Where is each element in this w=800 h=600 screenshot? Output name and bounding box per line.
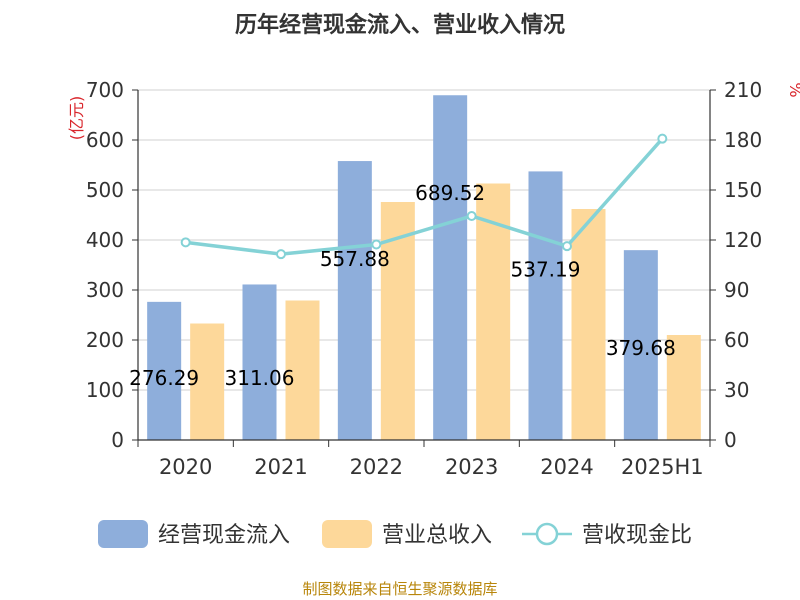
right-axis-tick-label: 210 [724,78,762,102]
data-label: 311.06 [225,366,295,390]
right-axis-tick-label: 30 [724,378,749,402]
data-label: 379.68 [606,336,676,360]
legend-swatch [98,520,148,548]
cash-inflow-bar [242,284,277,440]
cash-inflow-bar [623,250,658,440]
x-axis-category-label: 2023 [445,455,498,479]
ratio-point [276,249,286,260]
axes-group: 0 100 200 300 400 500 600 700 0 30 60 90 120 150 180 21… [86,78,762,479]
right-axis-tick-label: 120 [724,228,762,252]
source-note: 制图数据来自恒生聚源数据库 [302,580,497,598]
data-label: 689.52 [415,181,485,205]
right-axis-tick-label: 90 [724,278,749,302]
legend-swatch [322,520,372,548]
left-axis-tick-label: 400 [86,228,124,252]
cash-inflow-bar [147,301,182,440]
chart-title: 历年经营现金流入、营业收入情况 [235,12,565,38]
ratio-point [180,237,191,248]
right-axis-tick-label: 180 [724,128,762,152]
ratio-point [562,241,572,252]
ratio-line-group [180,133,668,260]
cash-inflow-bar [528,171,563,440]
cash-inflow-bar [337,161,372,440]
right-axis-tick-label: 60 [724,328,749,352]
revenue-bar [190,323,225,440]
x-axis-category-label: 2022 [350,455,403,479]
left-axis-tick-label: 600 [86,128,124,152]
x-axis-category-label: 2024 [540,455,593,479]
right-axis-tick-label: 150 [724,178,762,202]
bars-group [147,95,701,441]
left-axis-tick-label: 200 [86,328,124,352]
x-axis-category-label: 2025H1 [621,455,704,479]
cash-inflow-bar [433,95,468,441]
ratio-point [371,239,382,250]
ratio-point [466,211,477,221]
left-axis-unit: (亿元) [67,96,86,141]
data-label: 557.88 [320,247,390,271]
legend-label: 经营现金流入 [158,523,290,548]
left-axis-tick-label: 0 [111,428,124,452]
x-axis-category-label: 2021 [254,455,307,479]
data-labels-group: 276.29 311.06 557.88 689.52 537.19 379.68 [129,181,676,390]
left-axis-tick-label: 100 [86,378,124,402]
left-axis-tick-label: 500 [86,178,124,202]
right-axis-unit: % [786,82,800,97]
legend-label: 营业总收入 [382,523,492,548]
data-label: 276.29 [129,366,199,390]
data-label: 537.19 [511,257,581,281]
left-axis-tick-label: 700 [86,78,124,102]
ratio-line [185,137,664,256]
right-axis-tick-label: 0 [724,428,737,452]
legend: 经营现金流入 营业总收入 营收现金比 [98,520,692,548]
revenue-bar [285,300,320,440]
grid-lines [138,89,710,391]
ratio-point [657,133,668,144]
legend-marker [535,522,559,546]
x-axis-category-label: 2020 [159,455,212,479]
revenue-bar [666,335,701,440]
left-axis-tick-label: 300 [86,278,124,302]
legend-label: 营收现金比 [582,523,692,548]
revenue-bar [571,209,606,440]
